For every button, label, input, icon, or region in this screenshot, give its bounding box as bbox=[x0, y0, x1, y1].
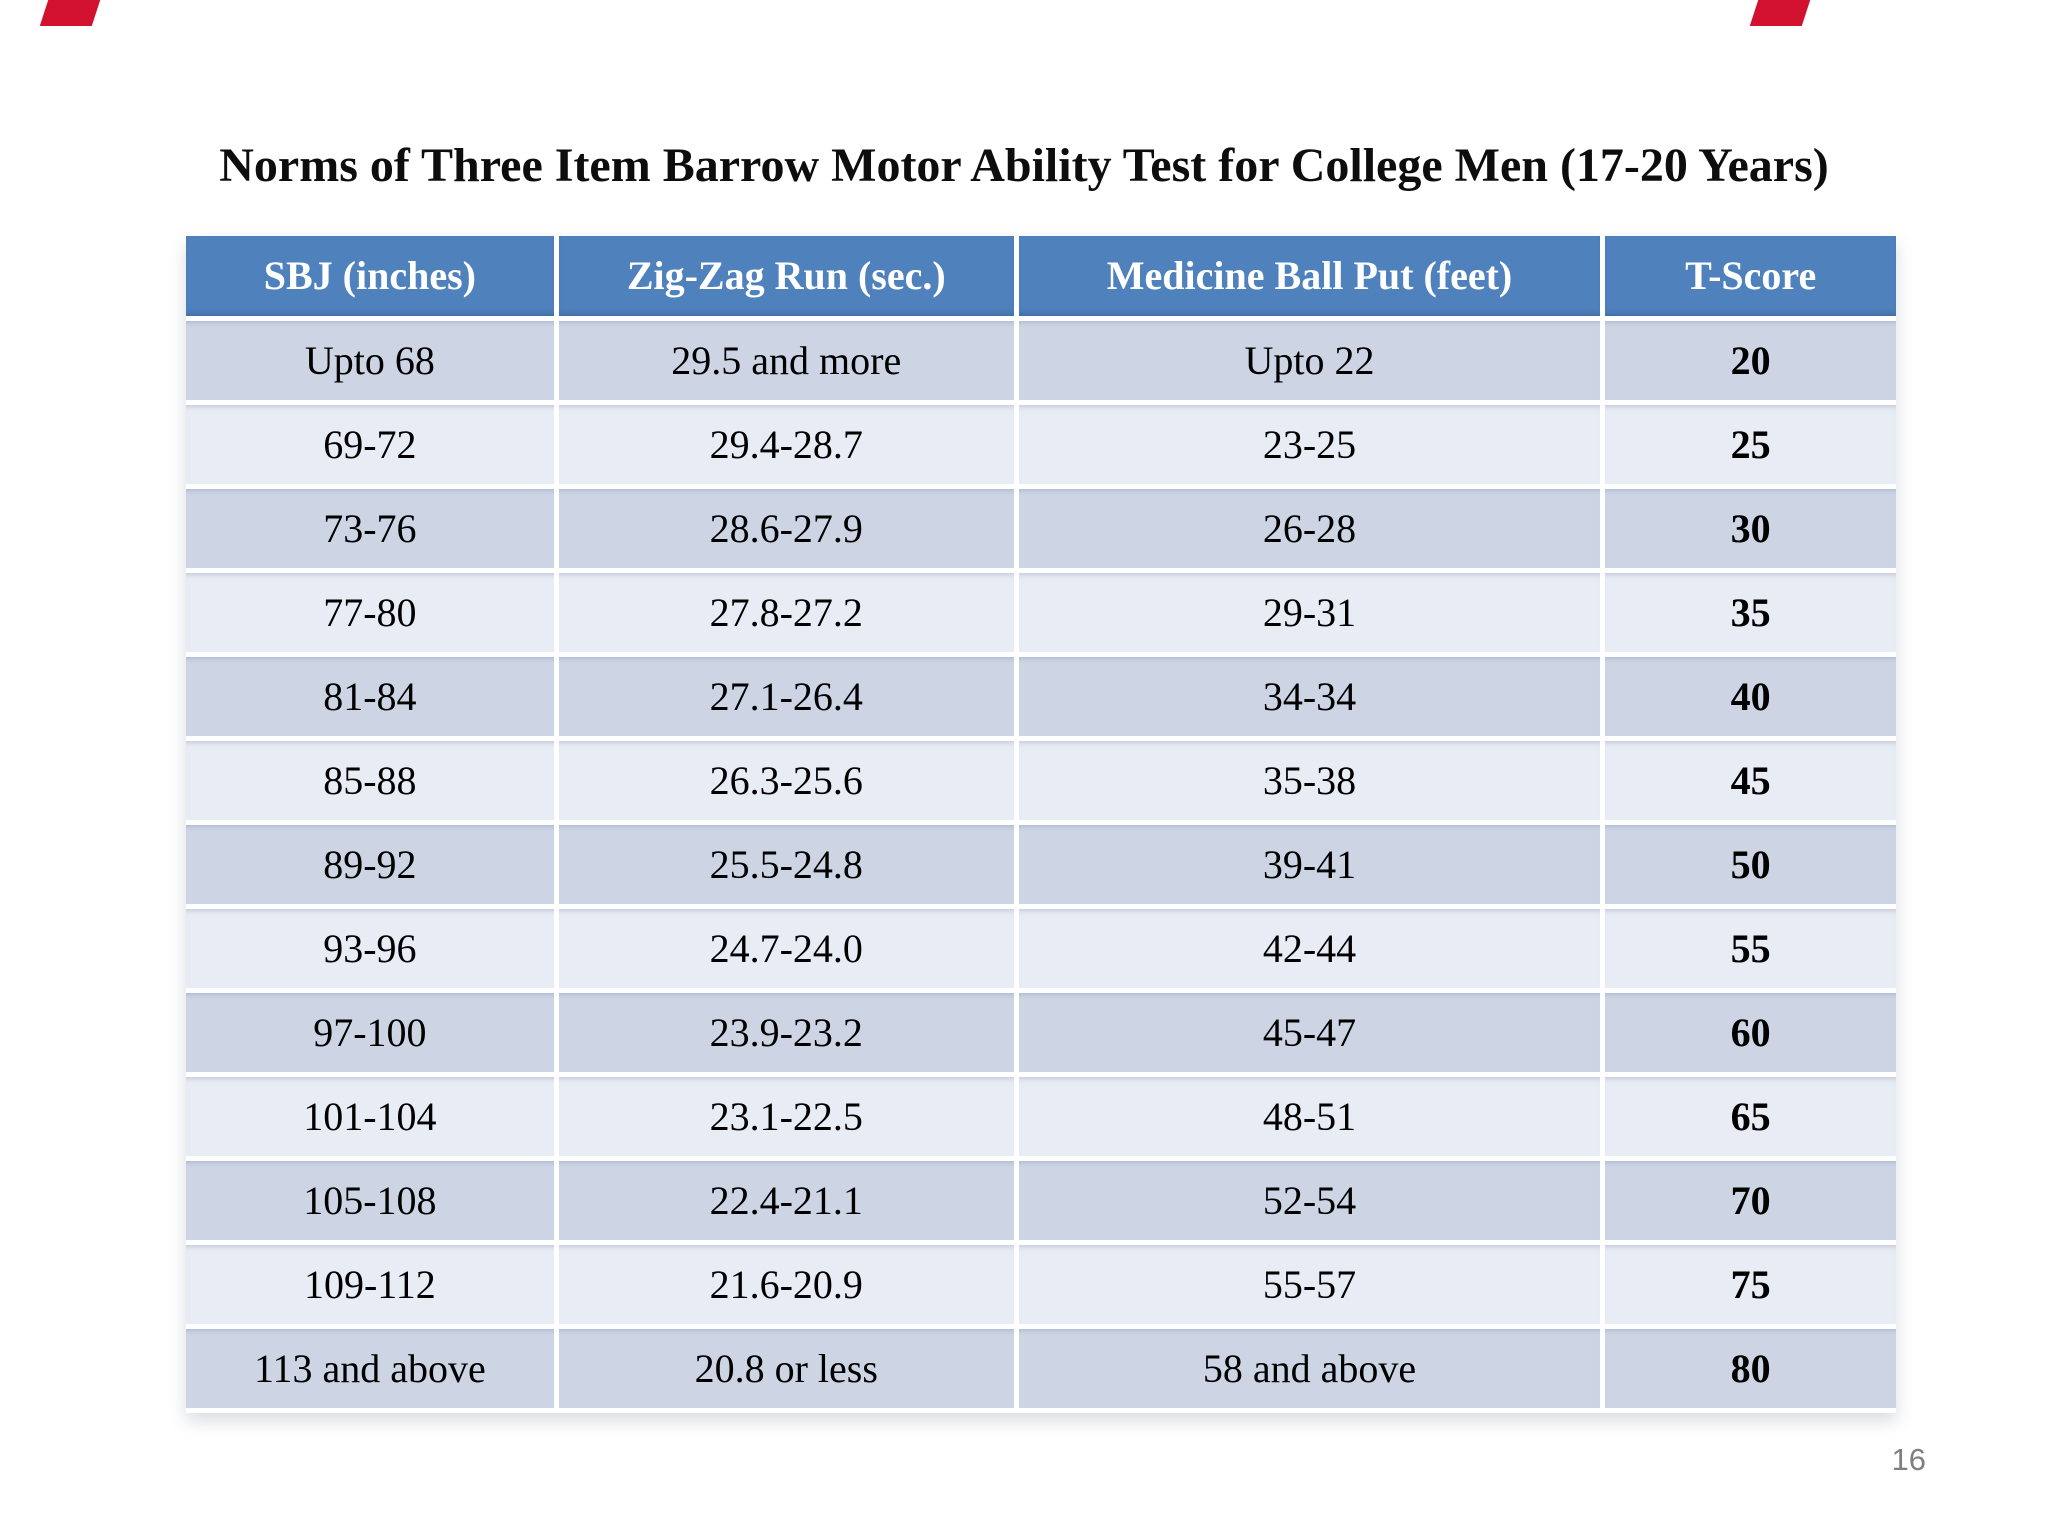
table-cell: 85-88 bbox=[186, 741, 559, 825]
table-cell: 60 bbox=[1605, 993, 1896, 1077]
table-cell: 50 bbox=[1605, 825, 1896, 909]
slide-title: Norms of Three Item Barrow Motor Ability… bbox=[219, 139, 1829, 192]
table-cell: 45 bbox=[1605, 741, 1896, 825]
table-cell: 48-51 bbox=[1018, 1077, 1606, 1161]
table-cell: 97-100 bbox=[186, 993, 559, 1077]
table-cell: 22.4-21.1 bbox=[558, 1161, 1019, 1245]
table-cell: 28.6-27.9 bbox=[558, 489, 1019, 573]
column-header-3: T-Score bbox=[1605, 236, 1896, 321]
table-row: 69-72 29.4-28.7 23-25 25 bbox=[186, 405, 1896, 489]
table-cell: 55-57 bbox=[1018, 1245, 1606, 1329]
column-header-2: Medicine Ball Put (feet) bbox=[1018, 236, 1606, 321]
page-number: 16 bbox=[1891, 1442, 1926, 1477]
norms-table: SBJ (inches) Zig-Zag Run (sec.) Medicine B… bbox=[186, 236, 1896, 1413]
table-cell: 58 and above bbox=[1018, 1329, 1606, 1413]
table-cell: 23.9-23.2 bbox=[558, 993, 1019, 1077]
table-cell: 26-28 bbox=[1018, 489, 1606, 573]
table-cell: 27.1-26.4 bbox=[558, 657, 1019, 741]
table-body: Upto 68 29.5 and more Upto 22 20 69-72 29.4-2… bbox=[186, 321, 1896, 1413]
table-row: 113 and above 20.8 or less 58 and above 80 bbox=[186, 1329, 1896, 1413]
table-cell: 75 bbox=[1605, 1245, 1896, 1329]
table-cell: 23.1-22.5 bbox=[558, 1077, 1019, 1161]
table-cell: 23-25 bbox=[1018, 405, 1606, 489]
table-cell: 69-72 bbox=[186, 405, 559, 489]
table-cell: 35-38 bbox=[1018, 741, 1606, 825]
column-header-0: SBJ (inches) bbox=[186, 236, 559, 321]
table-cell: 20 bbox=[1605, 321, 1896, 405]
table-cell: 26.3-25.6 bbox=[558, 741, 1019, 825]
table-cell: 21.6-20.9 bbox=[558, 1245, 1019, 1329]
red-ribbon-mark-left bbox=[39, 0, 101, 26]
table-cell: 29.4-28.7 bbox=[558, 405, 1019, 489]
table-cell: 55 bbox=[1605, 909, 1896, 993]
table-row: 109-112 21.6-20.9 55-57 75 bbox=[186, 1245, 1896, 1329]
table-row: 81-84 27.1-26.4 34-34 40 bbox=[186, 657, 1896, 741]
table-cell: 45-47 bbox=[1018, 993, 1606, 1077]
table-cell: 81-84 bbox=[186, 657, 559, 741]
table-row: 77-80 27.8-27.2 29-31 35 bbox=[186, 573, 1896, 657]
table-row: 105-108 22.4-21.1 52-54 70 bbox=[186, 1161, 1896, 1245]
red-ribbon-mark-right bbox=[1749, 0, 1811, 26]
table-cell: Upto 22 bbox=[1018, 321, 1606, 405]
table-cell: 93-96 bbox=[186, 909, 559, 993]
column-header-1: Zig-Zag Run (sec.) bbox=[558, 236, 1019, 321]
table-row: 97-100 23.9-23.2 45-47 60 bbox=[186, 993, 1896, 1077]
table-cell: 25.5-24.8 bbox=[558, 825, 1019, 909]
table-cell: 70 bbox=[1605, 1161, 1896, 1245]
table-cell: 80 bbox=[1605, 1329, 1896, 1413]
table-cell: 77-80 bbox=[186, 573, 559, 657]
table-cell: 39-41 bbox=[1018, 825, 1606, 909]
table-cell: 35 bbox=[1605, 573, 1896, 657]
table-cell: 40 bbox=[1605, 657, 1896, 741]
table-cell: 29.5 and more bbox=[558, 321, 1019, 405]
table-cell: 25 bbox=[1605, 405, 1896, 489]
table-cell: 42-44 bbox=[1018, 909, 1606, 993]
table-cell: 105-108 bbox=[186, 1161, 559, 1245]
table-cell: 73-76 bbox=[186, 489, 559, 573]
norms-table-container: SBJ (inches) Zig-Zag Run (sec.) Medicine B… bbox=[186, 236, 1896, 1413]
table-cell: Upto 68 bbox=[186, 321, 559, 405]
table-cell: 65 bbox=[1605, 1077, 1896, 1161]
table-row: 93-96 24.7-24.0 42-44 55 bbox=[186, 909, 1896, 993]
table-cell: 27.8-27.2 bbox=[558, 573, 1019, 657]
table-cell: 30 bbox=[1605, 489, 1896, 573]
table-row: 101-104 23.1-22.5 48-51 65 bbox=[186, 1077, 1896, 1161]
table-row: 85-88 26.3-25.6 35-38 45 bbox=[186, 741, 1896, 825]
header-row: SBJ (inches) Zig-Zag Run (sec.) Medicine B… bbox=[186, 236, 1896, 321]
table-cell: 109-112 bbox=[186, 1245, 559, 1329]
table-row: Upto 68 29.5 and more Upto 22 20 bbox=[186, 321, 1896, 405]
table-cell: 89-92 bbox=[186, 825, 559, 909]
table-cell: 113 and above bbox=[186, 1329, 559, 1413]
table-cell: 52-54 bbox=[1018, 1161, 1606, 1245]
table-cell: 24.7-24.0 bbox=[558, 909, 1019, 993]
table-cell: 20.8 or less bbox=[558, 1329, 1019, 1413]
table-row: 73-76 28.6-27.9 26-28 30 bbox=[186, 489, 1896, 573]
table-header: SBJ (inches) Zig-Zag Run (sec.) Medicine B… bbox=[186, 236, 1896, 321]
table-row: 89-92 25.5-24.8 39-41 50 bbox=[186, 825, 1896, 909]
table-cell: 101-104 bbox=[186, 1077, 559, 1161]
table-cell: 34-34 bbox=[1018, 657, 1606, 741]
table-cell: 29-31 bbox=[1018, 573, 1606, 657]
